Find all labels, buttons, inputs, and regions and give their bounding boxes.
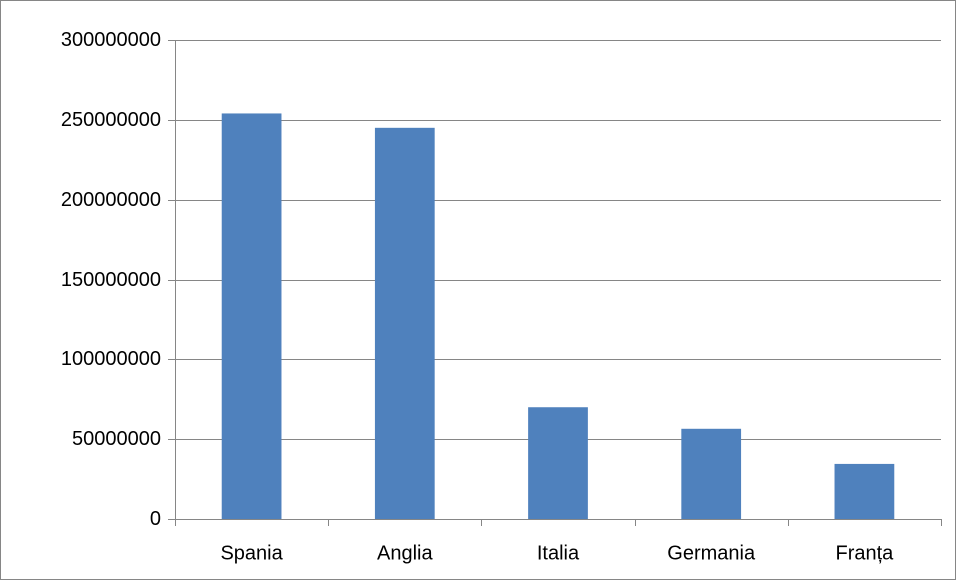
x-tick-label: Italia bbox=[537, 542, 580, 564]
x-tick-label: Anglia bbox=[377, 542, 433, 564]
y-tick-label: 200000000 bbox=[61, 189, 161, 211]
x-tick-labels: Spania Anglia Italia Germania Franța bbox=[220, 542, 894, 564]
y-tick-label: 0 bbox=[150, 508, 161, 530]
y-tick-label: 250000000 bbox=[61, 109, 161, 131]
x-tick-label: Spania bbox=[220, 542, 283, 564]
x-tick-label: Franța bbox=[835, 542, 894, 564]
axes bbox=[168, 40, 942, 526]
y-tick-label: 100000000 bbox=[61, 348, 161, 370]
bar bbox=[221, 113, 282, 520]
y-tick-labels: 0 50000000 100000000 150000000 200000000 2500… bbox=[61, 29, 161, 530]
y-tick-label: 300000000 bbox=[61, 29, 161, 51]
x-tick-label: Germania bbox=[667, 542, 756, 564]
y-tick-label: 150000000 bbox=[61, 269, 161, 291]
y-tick-label: 50000000 bbox=[72, 428, 161, 450]
bars bbox=[221, 113, 895, 520]
bar bbox=[834, 463, 895, 519]
bar bbox=[374, 127, 435, 520]
bar bbox=[681, 428, 742, 519]
bar bbox=[528, 407, 588, 519]
gridlines bbox=[175, 40, 941, 440]
